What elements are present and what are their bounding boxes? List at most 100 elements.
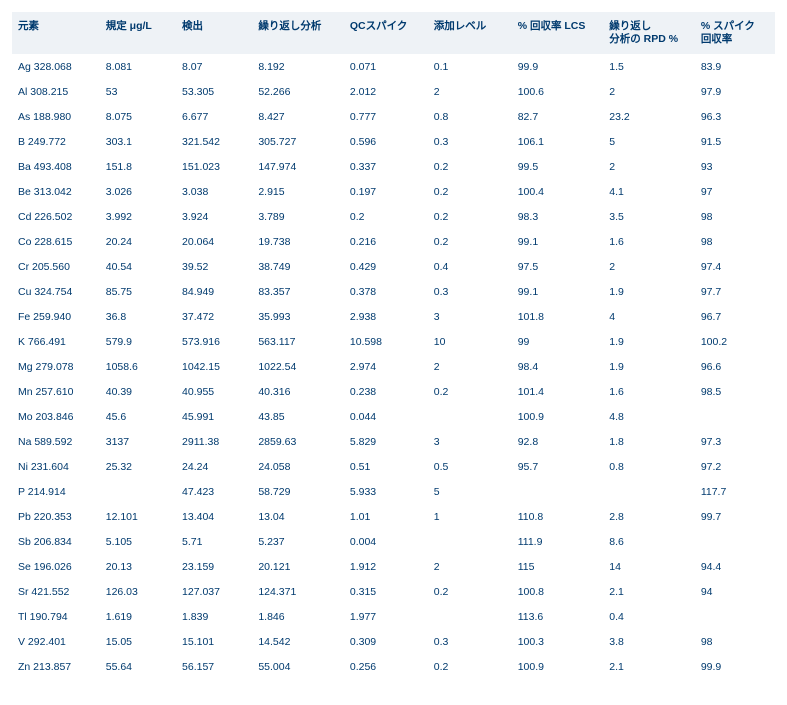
table-body: Ag 328.0688.0818.078.1920.0710.199.91.58… [12, 54, 775, 679]
cell: 0.8 [603, 454, 695, 479]
column-header: 繰り返し分析 [252, 12, 344, 54]
cell: 2 [428, 79, 512, 104]
cell: 0.071 [344, 54, 428, 79]
cell [428, 529, 512, 554]
cell: 0.1 [428, 54, 512, 79]
cell: 4.1 [603, 179, 695, 204]
cell: 14 [603, 554, 695, 579]
cell: 93 [695, 154, 775, 179]
cell: 100.2 [695, 329, 775, 354]
cell: 0.3 [428, 629, 512, 654]
table-row: Ag 328.0688.0818.078.1920.0710.199.91.58… [12, 54, 775, 79]
cell: 3 [428, 304, 512, 329]
cell: 53 [100, 79, 176, 104]
cell: 3.038 [176, 179, 252, 204]
table-row: K 766.491579.9573.916563.11710.59810991.… [12, 329, 775, 354]
table-row: Mn 257.61040.3940.95540.3160.2380.2101.4… [12, 379, 775, 404]
cell: 115 [512, 554, 604, 579]
cell: 97.4 [695, 254, 775, 279]
cell: Sr 421.552 [12, 579, 100, 604]
cell: 3.8 [603, 629, 695, 654]
cell: 111.9 [512, 529, 604, 554]
cell: 40.54 [100, 254, 176, 279]
cell: 0.2 [344, 204, 428, 229]
cell: 94 [695, 579, 775, 604]
cell: 99.5 [512, 154, 604, 179]
table-row: V 292.40115.0515.10114.5420.3090.3100.33… [12, 629, 775, 654]
cell: 3 [428, 429, 512, 454]
table-row: Cu 324.75485.7584.94983.3570.3780.399.11… [12, 279, 775, 304]
cell: 94.4 [695, 554, 775, 579]
cell: 2 [603, 254, 695, 279]
cell: 2911.38 [176, 429, 252, 454]
cell: 0.2 [428, 579, 512, 604]
cell: 101.8 [512, 304, 604, 329]
cell: Ni 231.604 [12, 454, 100, 479]
cell: 3.026 [100, 179, 176, 204]
cell: 52.266 [252, 79, 344, 104]
cell: 45.991 [176, 404, 252, 429]
cell: Se 196.026 [12, 554, 100, 579]
cell: 127.037 [176, 579, 252, 604]
cell: 10 [428, 329, 512, 354]
cell: 15.101 [176, 629, 252, 654]
cell: Cd 226.502 [12, 204, 100, 229]
cell: 8.075 [100, 104, 176, 129]
table-row: Na 589.59231372911.382859.635.829392.81.… [12, 429, 775, 454]
cell: 96.6 [695, 354, 775, 379]
cell: 2.974 [344, 354, 428, 379]
cell: 0.004 [344, 529, 428, 554]
cell: 0.3 [428, 129, 512, 154]
cell: 0.4 [428, 254, 512, 279]
cell [100, 479, 176, 504]
cell: 1042.15 [176, 354, 252, 379]
cell: 1 [428, 504, 512, 529]
cell: 0.197 [344, 179, 428, 204]
cell: 5.237 [252, 529, 344, 554]
cell: 25.32 [100, 454, 176, 479]
cell: 82.7 [512, 104, 604, 129]
cell: 13.04 [252, 504, 344, 529]
column-header: 元素 [12, 12, 100, 54]
cell [695, 404, 775, 429]
cell: 24.24 [176, 454, 252, 479]
cell: Co 228.615 [12, 229, 100, 254]
table-row: Cr 205.56040.5439.5238.7490.4290.497.529… [12, 254, 775, 279]
cell: 97 [695, 179, 775, 204]
cell: 151.8 [100, 154, 176, 179]
cell: Cr 205.560 [12, 254, 100, 279]
cell: 99.7 [695, 504, 775, 529]
cell: 5.829 [344, 429, 428, 454]
cell: 0.256 [344, 654, 428, 679]
cell: 1.912 [344, 554, 428, 579]
cell: 2.915 [252, 179, 344, 204]
cell: 5 [603, 129, 695, 154]
data-table: 元素規定 μg/L検出繰り返し分析QCスパイク添加レベル% 回収率 LCS繰り返… [12, 12, 775, 679]
table-row: Sr 421.552126.03127.037124.3710.3150.210… [12, 579, 775, 604]
cell: Mo 203.846 [12, 404, 100, 429]
cell: 98.3 [512, 204, 604, 229]
cell: 53.305 [176, 79, 252, 104]
cell: 97.2 [695, 454, 775, 479]
table-row: As 188.9808.0756.6778.4270.7770.882.723.… [12, 104, 775, 129]
cell: 56.157 [176, 654, 252, 679]
table-row: Mg 279.0781058.61042.151022.542.974298.4… [12, 354, 775, 379]
cell: 100.3 [512, 629, 604, 654]
cell: 97.7 [695, 279, 775, 304]
cell: 1.8 [603, 429, 695, 454]
cell: 1.9 [603, 354, 695, 379]
cell: 0.238 [344, 379, 428, 404]
cell: 98.5 [695, 379, 775, 404]
cell: 2.1 [603, 579, 695, 604]
cell: 8.427 [252, 104, 344, 129]
cell: 1.846 [252, 604, 344, 629]
cell: Cu 324.754 [12, 279, 100, 304]
cell: 12.101 [100, 504, 176, 529]
cell: Mn 257.610 [12, 379, 100, 404]
cell: As 188.980 [12, 104, 100, 129]
cell: 20.064 [176, 229, 252, 254]
cell: 83.9 [695, 54, 775, 79]
column-header: % 回収率 LCS [512, 12, 604, 54]
cell: 1.619 [100, 604, 176, 629]
cell: Pb 220.353 [12, 504, 100, 529]
